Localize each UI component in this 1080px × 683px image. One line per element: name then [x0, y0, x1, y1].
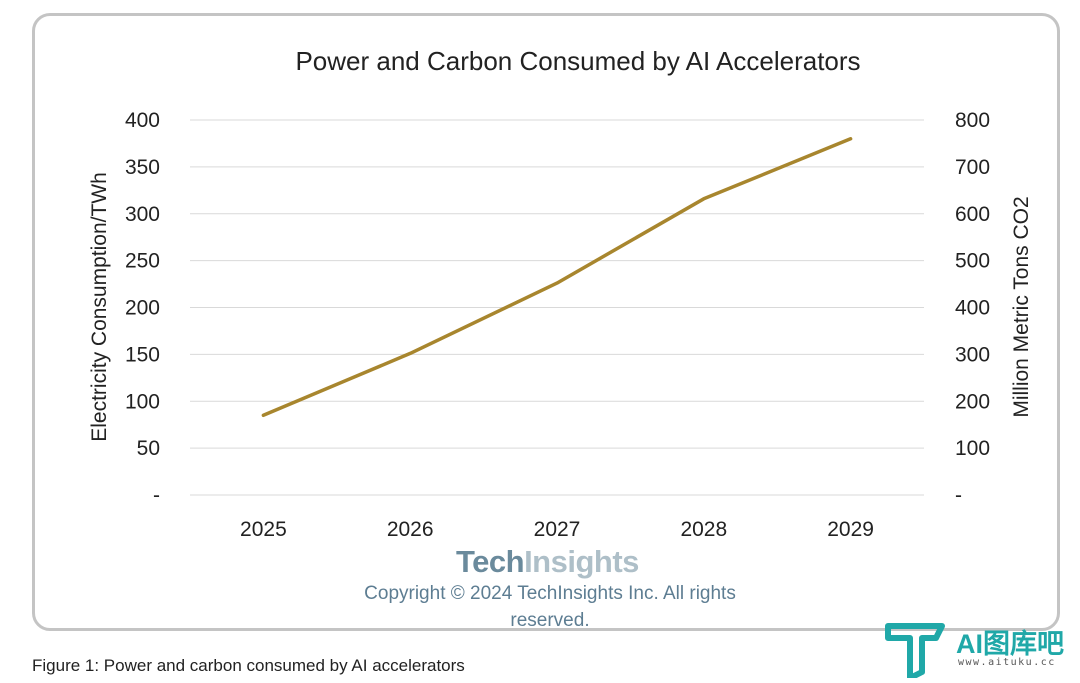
y2-tick-label: 300 — [955, 343, 990, 366]
y-tick-label: 200 — [125, 297, 160, 320]
figure-caption: Figure 1: Power and carbon consumed by A… — [32, 656, 465, 675]
y2-tick-label: 700 — [955, 156, 990, 179]
y-tick-label: 300 — [125, 203, 160, 226]
chart-title: Power and Carbon Consumed by AI Accelera… — [295, 46, 860, 76]
left-axis-ticks: - 50 100 150 200 250 300 350 400 — [125, 109, 160, 507]
y-tick-label: 250 — [125, 250, 160, 273]
copyright-line-1: Copyright © 2024 TechInsights Inc. All r… — [364, 583, 736, 604]
series-line — [261, 137, 853, 418]
x-tick-label: 2026 — [387, 518, 434, 541]
chart-frame — [32, 13, 1060, 631]
copyright-notice: Copyright © 2024 TechInsights Inc. All r… — [340, 580, 760, 634]
right-axis-ticks: - 100 200 300 400 500 600 700 800 — [955, 109, 990, 507]
x-tick-label: 2027 — [534, 518, 581, 541]
logo-part-insights: Insights — [524, 544, 639, 579]
y-tick-label: 150 — [125, 343, 160, 366]
y-axis-title: Electricity Consumption/TWh — [88, 172, 111, 442]
y2-tick-label: 500 — [955, 250, 990, 273]
y2-tick-label: 400 — [955, 297, 990, 320]
x-tick-label: 2029 — [827, 518, 874, 541]
y-tick-label: 100 — [125, 390, 160, 413]
y-tick-label: 50 — [137, 437, 160, 460]
x-axis-ticks: 2025 2026 2027 2028 2029 — [240, 518, 874, 541]
series-layer — [261, 137, 853, 418]
y-tick-label: 400 — [125, 109, 160, 132]
y-tick-label: - — [153, 484, 160, 507]
techinsights-logo: TechInsights — [456, 544, 639, 580]
gridlines — [190, 119, 924, 496]
watermark-text: AI图库吧 — [956, 629, 1064, 659]
y2-tick-label: - — [955, 484, 962, 507]
y2-tick-label: 100 — [955, 437, 990, 460]
copyright-line-2: reserved. — [510, 610, 590, 631]
watermark-url: www.aituku.cc — [958, 657, 1056, 668]
y-tick-label: 350 — [125, 156, 160, 179]
watermark-logo-icon — [885, 623, 945, 678]
logo-part-tech: Tech — [456, 544, 525, 579]
y2-axis-title: Million Metric Tons CO2 — [1010, 196, 1033, 417]
y2-tick-label: 800 — [955, 109, 990, 132]
y2-tick-label: 600 — [955, 203, 990, 226]
y2-tick-label: 200 — [955, 390, 990, 413]
x-tick-label: 2025 — [240, 518, 287, 541]
x-tick-label: 2028 — [680, 518, 727, 541]
